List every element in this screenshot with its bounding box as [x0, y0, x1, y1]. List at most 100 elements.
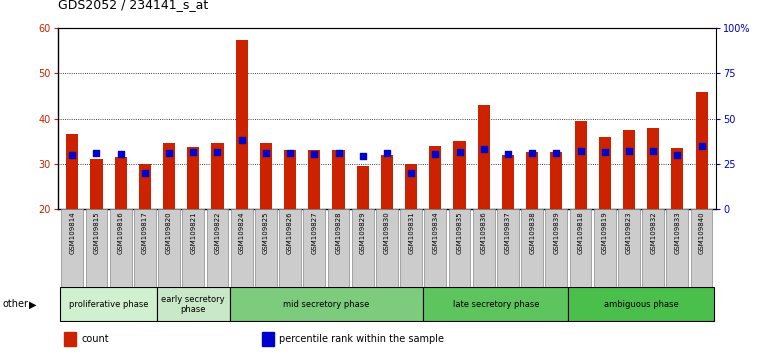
Point [333, 150, 345, 156]
Point [574, 148, 587, 154]
Point [405, 170, 417, 176]
Bar [187, 147, 199, 209]
Text: mid secretory phase: mid secretory phase [283, 300, 370, 309]
Bar [430, 146, 441, 209]
Text: GSM109837: GSM109837 [505, 211, 511, 254]
Bar [574, 121, 587, 209]
Text: GSM109839: GSM109839 [554, 211, 559, 254]
Text: GSM109818: GSM109818 [578, 211, 584, 254]
Point [90, 150, 102, 156]
FancyBboxPatch shape [229, 287, 424, 321]
Point [526, 150, 538, 156]
Text: GSM109817: GSM109817 [142, 211, 148, 254]
FancyBboxPatch shape [303, 209, 325, 287]
Text: GSM109821: GSM109821 [190, 211, 196, 254]
FancyBboxPatch shape [327, 209, 350, 287]
FancyBboxPatch shape [667, 209, 688, 287]
Text: GSM109836: GSM109836 [480, 211, 487, 254]
Text: ambiguous phase: ambiguous phase [604, 300, 678, 309]
Point [454, 149, 466, 155]
Point [380, 150, 393, 156]
FancyBboxPatch shape [280, 209, 301, 287]
Point [598, 149, 611, 155]
Bar [236, 40, 248, 209]
Text: GSM109838: GSM109838 [529, 211, 535, 254]
Bar [647, 127, 659, 209]
FancyBboxPatch shape [206, 209, 229, 287]
Bar [163, 143, 175, 209]
Text: GSM109815: GSM109815 [93, 211, 99, 254]
FancyBboxPatch shape [497, 209, 519, 287]
Point [502, 151, 514, 156]
Text: GSM109834: GSM109834 [432, 211, 438, 254]
Bar [212, 143, 223, 209]
FancyBboxPatch shape [449, 209, 470, 287]
Bar [284, 150, 296, 209]
Text: proliferative phase: proliferative phase [69, 300, 149, 309]
Point [671, 152, 684, 158]
Point [211, 149, 223, 155]
Bar [695, 92, 708, 209]
FancyBboxPatch shape [521, 209, 543, 287]
Point [647, 148, 659, 154]
FancyBboxPatch shape [62, 209, 83, 287]
Text: early secretory
phase: early secretory phase [162, 295, 225, 314]
Text: count: count [82, 334, 109, 344]
Bar [139, 164, 151, 209]
FancyBboxPatch shape [352, 209, 373, 287]
Bar [357, 166, 369, 209]
Text: ▶: ▶ [29, 299, 37, 309]
FancyBboxPatch shape [424, 209, 447, 287]
Text: other: other [2, 299, 28, 309]
Bar [333, 150, 344, 209]
Text: GSM109824: GSM109824 [239, 211, 245, 254]
Point [66, 152, 79, 158]
FancyBboxPatch shape [376, 209, 398, 287]
Bar [671, 148, 684, 209]
Bar [262, 332, 273, 346]
Point [236, 137, 248, 143]
FancyBboxPatch shape [231, 209, 253, 287]
Bar [454, 141, 466, 209]
Text: GSM109832: GSM109832 [650, 211, 656, 254]
FancyBboxPatch shape [618, 209, 640, 287]
FancyBboxPatch shape [545, 209, 567, 287]
FancyBboxPatch shape [424, 287, 568, 321]
Bar [90, 159, 102, 209]
Point [187, 149, 199, 155]
Bar [115, 157, 127, 209]
Bar [623, 130, 635, 209]
Text: GSM109827: GSM109827 [311, 211, 317, 254]
Text: GSM109831: GSM109831 [408, 211, 414, 254]
Point [357, 153, 369, 159]
Point [551, 150, 563, 156]
FancyBboxPatch shape [255, 209, 276, 287]
FancyBboxPatch shape [400, 209, 422, 287]
Text: GSM109840: GSM109840 [698, 211, 705, 254]
Point [695, 143, 708, 149]
FancyBboxPatch shape [594, 209, 616, 287]
Text: GSM109823: GSM109823 [626, 211, 632, 254]
Bar [599, 137, 611, 209]
FancyBboxPatch shape [473, 209, 494, 287]
Point [429, 151, 441, 156]
Bar [405, 164, 417, 209]
Text: GSM109822: GSM109822 [215, 211, 220, 254]
Text: GSM109835: GSM109835 [457, 211, 463, 254]
FancyBboxPatch shape [570, 209, 591, 287]
Text: late secretory phase: late secretory phase [453, 300, 539, 309]
Text: GSM109828: GSM109828 [336, 211, 342, 254]
Point [115, 151, 127, 156]
Bar [502, 155, 514, 209]
Text: GSM109820: GSM109820 [166, 211, 172, 254]
Bar [551, 153, 562, 209]
Text: GSM109829: GSM109829 [360, 211, 366, 254]
Bar [477, 105, 490, 209]
Bar [308, 150, 320, 209]
Bar [259, 143, 272, 209]
Bar [66, 135, 79, 209]
Text: GSM109825: GSM109825 [263, 211, 269, 254]
Point [163, 150, 176, 156]
Bar [526, 153, 538, 209]
FancyBboxPatch shape [182, 209, 204, 287]
